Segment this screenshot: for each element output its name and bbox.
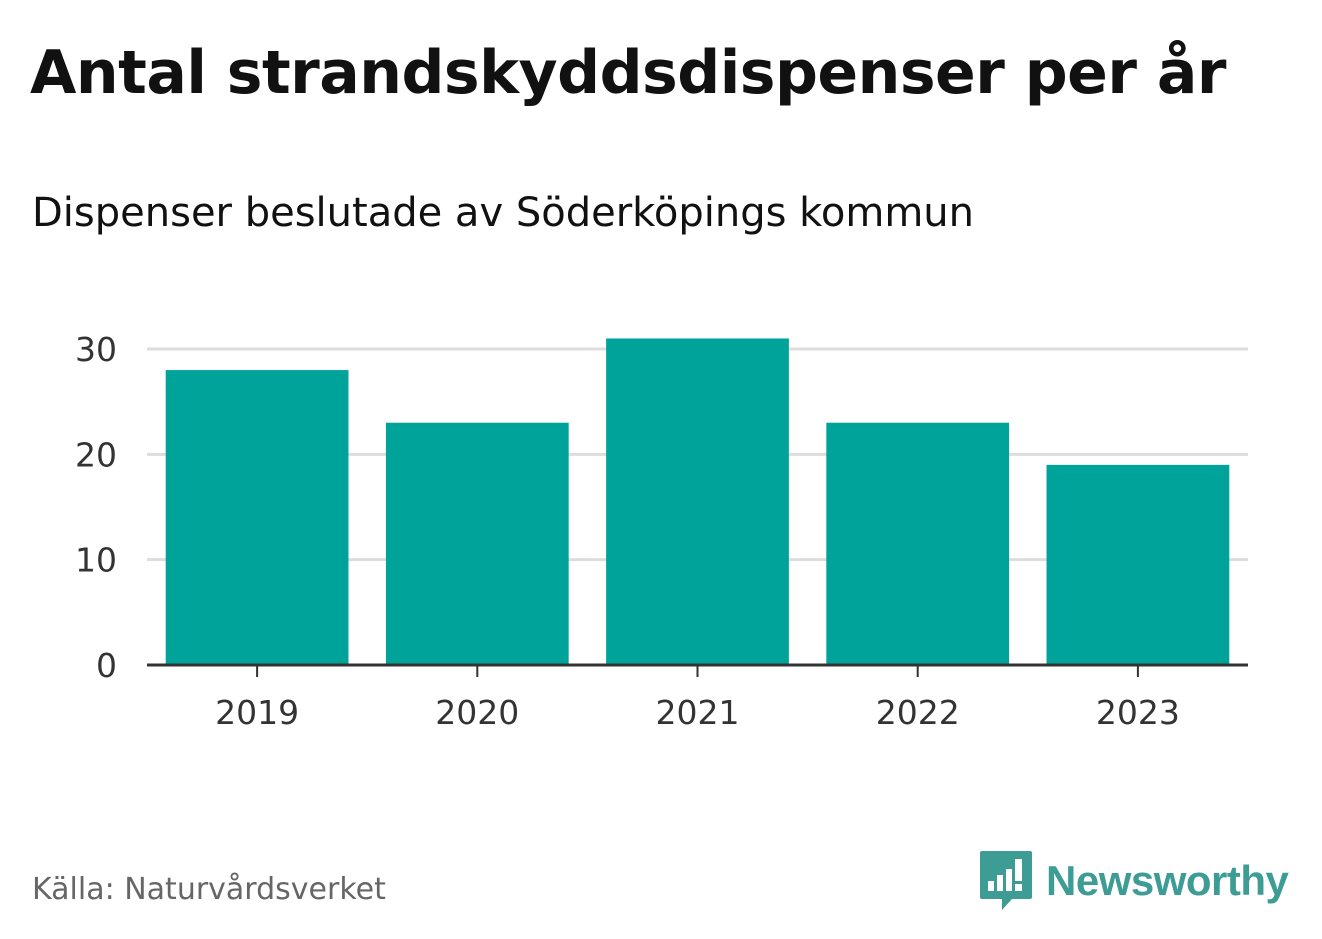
newsworthy-logo-icon: [980, 851, 1032, 910]
bar-2022: [826, 422, 1010, 665]
x-tick-label-2022: 2022: [876, 693, 960, 732]
chart-subtitle: Dispenser beslutade av Söderköpings komm…: [32, 190, 974, 236]
bar-chart: 0 10 20 30 2019 2020 2021 2022 2023: [75, 330, 1248, 732]
bar-2023: [1046, 464, 1230, 665]
bars: [165, 338, 1230, 665]
bar-2020: [385, 422, 569, 665]
bar-2019: [165, 370, 349, 665]
bar-2021: [606, 338, 789, 665]
brand-logo: Newsworthy: [980, 850, 1289, 912]
axes: 0 10 20 30 2019 2020 2021 2022 2023: [75, 330, 1248, 732]
x-tick-label-2021: 2021: [656, 693, 740, 732]
y-tick-label-10: 10: [75, 541, 117, 580]
y-tick-label-0: 0: [96, 646, 117, 685]
source-note: Källa: Naturvårdsverket: [32, 872, 386, 907]
x-tick-label-2020: 2020: [435, 693, 519, 732]
y-tick-label-30: 30: [75, 330, 117, 369]
x-tick-label-2023: 2023: [1096, 693, 1180, 732]
y-tick-label-20: 20: [75, 435, 117, 474]
x-tick-label-2019: 2019: [215, 693, 299, 732]
brand-name: Newsworthy: [1046, 857, 1289, 904]
chart-title: Antal strandskyddsdispenser per år: [30, 38, 1226, 108]
